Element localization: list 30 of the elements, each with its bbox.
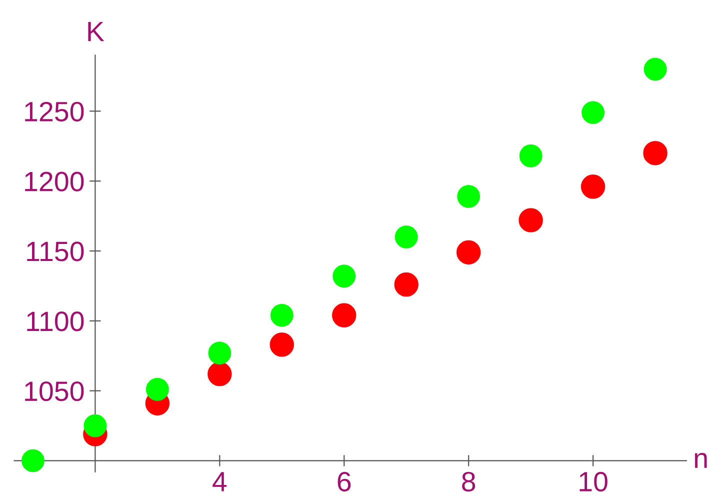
y-tick-label: 1200 [25,172,84,192]
point [394,226,418,248]
y-tick-label: 1050 [25,381,84,402]
point [270,304,294,327]
point [582,101,605,124]
x-tick-label: 6 [338,472,351,492]
x-tick-label: 8 [462,472,476,492]
x-tick-label: 10 [580,472,608,492]
point [643,140,668,166]
y-axis-title: K [88,22,104,42]
point [208,362,232,386]
point [332,264,356,288]
x-tick-label: 4 [212,472,227,492]
point [84,414,107,438]
point [580,174,606,199]
point [270,332,294,357]
x-axis-title: n [694,452,707,468]
point [518,208,543,232]
y-tick-label: 1150 [27,242,84,262]
y-tick-label: 1250 [25,102,84,122]
point [332,303,356,328]
point [394,272,418,297]
point [456,240,481,264]
point [519,144,542,168]
point [457,184,480,208]
point [146,378,169,401]
point [644,58,667,81]
y-tick-label: 1100 [27,312,84,332]
point [208,342,232,364]
point [22,449,44,472]
